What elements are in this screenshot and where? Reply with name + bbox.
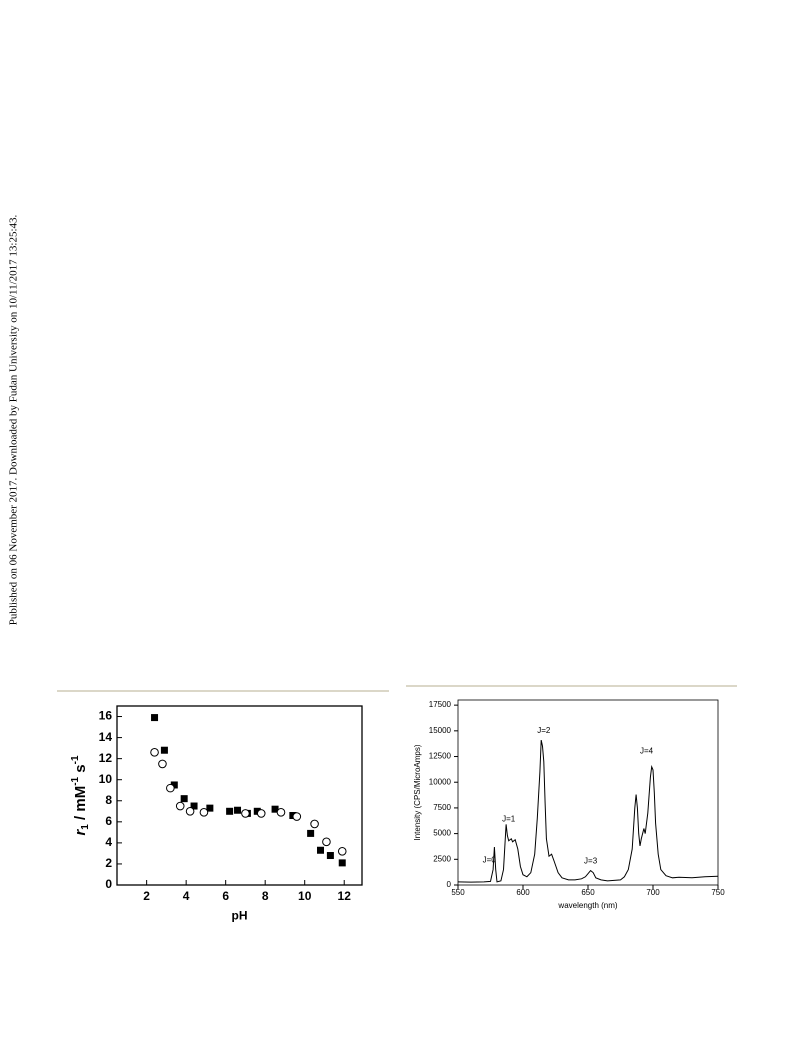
marker-circle: [241, 809, 250, 818]
annotation: J=4: [640, 746, 654, 755]
annotation: J=2: [537, 726, 551, 735]
annotation: J=3: [584, 856, 598, 865]
marker-circle: [276, 808, 286, 817]
marker-circle: [185, 806, 195, 816]
marker-square: [180, 795, 188, 803]
marker-circle: [150, 748, 159, 757]
x-tick-label: 2: [143, 889, 150, 903]
y-tick-label: 2: [105, 856, 112, 870]
x-tick-label: 650: [581, 888, 595, 897]
y-tick-label: 10000: [429, 777, 452, 786]
spectrum-line: [457, 739, 719, 883]
x-tick-label: 4: [183, 889, 190, 903]
marker-square: [190, 802, 198, 810]
marker-circle: [166, 783, 175, 793]
x-tick-label: 750: [711, 888, 725, 897]
marker-square: [326, 852, 334, 860]
y-tick-label: 10: [99, 772, 113, 786]
x-tick-label: 8: [262, 889, 269, 903]
y-axis-label-part: -1: [70, 776, 81, 785]
marker-circle: [256, 809, 266, 818]
marker-square: [307, 829, 315, 837]
marker-square: [317, 846, 325, 854]
x-axis-label: wavelength (nm): [557, 901, 617, 910]
y-tick-label: 15000: [429, 726, 452, 735]
marker-circle: [292, 812, 302, 821]
y-axis-label-part: r: [72, 829, 89, 836]
marker-square: [206, 804, 214, 812]
x-tick-label: 600: [516, 888, 530, 897]
marker-square: [226, 807, 234, 815]
marker-circle: [175, 801, 185, 811]
y-tick-label: 8: [105, 793, 112, 807]
y-axis-label-part: s: [72, 764, 89, 777]
y-axis-label-part: -1: [70, 755, 81, 764]
y-tick-label: 17500: [429, 700, 452, 709]
margin-note: Published on 06 November 2017. Downloade…: [8, 214, 20, 625]
marker-circle: [158, 759, 167, 769]
annotation: J=0: [483, 855, 497, 864]
marker-square: [253, 807, 261, 815]
y-tick-label: 16: [99, 709, 113, 723]
y-axis-label: r1 / mM-1 s-1: [70, 755, 91, 836]
plot-frame: [116, 705, 363, 886]
y-tick-label: 6: [105, 814, 112, 828]
x-tick-label: 550: [451, 888, 465, 897]
marker-square: [160, 746, 168, 754]
x-axis-label: pH: [232, 908, 248, 922]
marker-square: [151, 714, 159, 722]
x-tick-label: 10: [298, 889, 312, 903]
y-tick-label: 0: [105, 877, 112, 891]
y-tick-label: 12500: [429, 752, 452, 761]
y-axis-label: Intensity (CPS/MicroAmps): [413, 744, 422, 840]
y-axis-label-part: 1: [80, 824, 91, 830]
marker-circle: [337, 847, 347, 856]
y-tick-label: 4: [105, 835, 112, 849]
x-tick-label: 12: [338, 889, 352, 903]
marker-circle: [310, 819, 319, 829]
marker-circle: [199, 808, 209, 817]
annotation: J=1: [502, 814, 516, 823]
y-axis-label-part: / mM: [72, 786, 89, 824]
y-tick-label: 14: [99, 730, 113, 744]
y-tick-label: 12: [99, 751, 113, 765]
y-tick-label: 7500: [433, 803, 451, 812]
y-tick-label: 5000: [433, 829, 451, 838]
x-tick-label: 6: [222, 889, 229, 903]
marker-square: [271, 805, 279, 813]
y-tick-label: 0: [447, 880, 452, 889]
marker-circle: [322, 837, 331, 847]
marker-square: [170, 781, 178, 789]
y-tick-label: 2500: [433, 854, 451, 863]
marker-square: [338, 859, 346, 867]
marker-square: [234, 806, 242, 814]
x-tick-label: 700: [646, 888, 660, 897]
